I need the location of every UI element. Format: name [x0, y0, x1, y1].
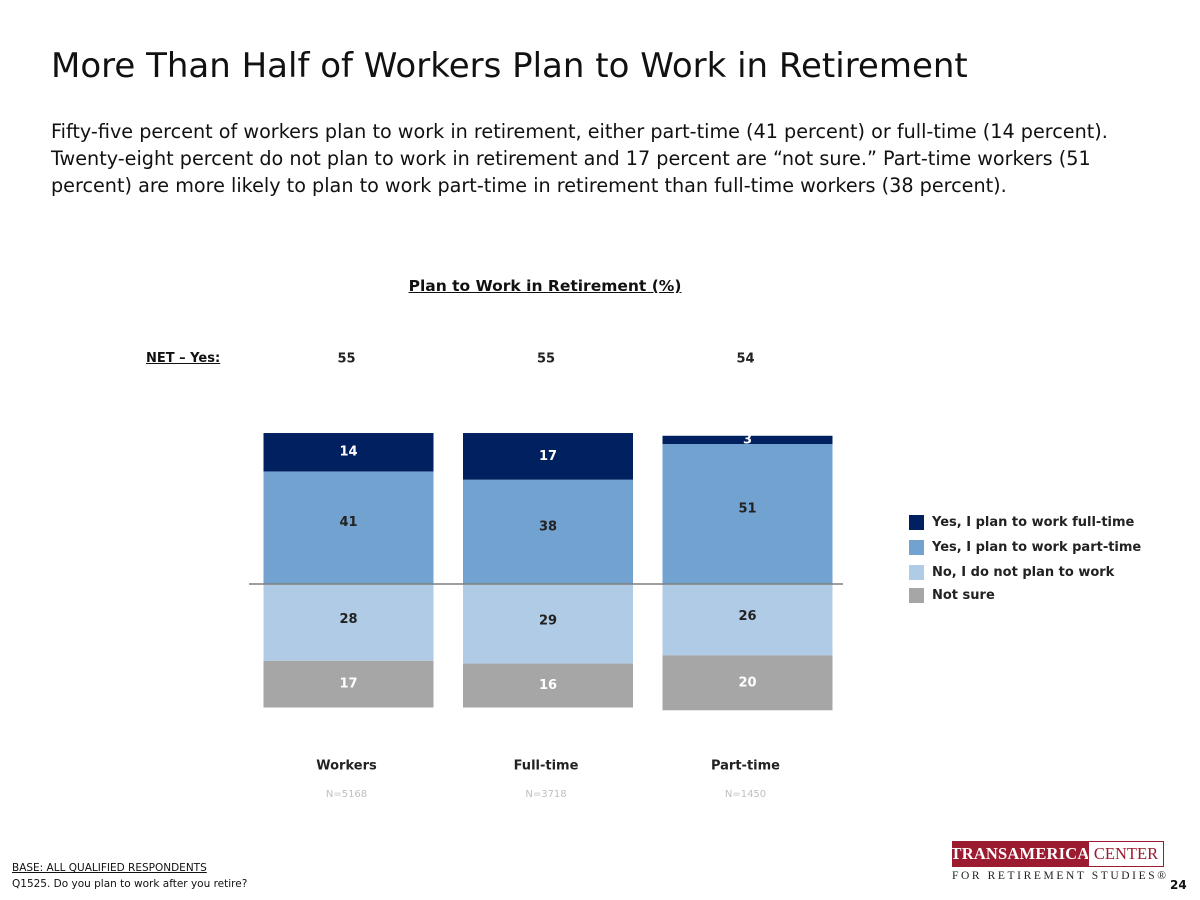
sample-size-label: N=1450: [725, 789, 766, 800]
legend-swatch: [909, 515, 924, 530]
bar-segment-full-time: [662, 435, 833, 445]
bar-label-full-time: 3: [743, 432, 752, 447]
sample-size-label: N=3718: [525, 789, 566, 800]
legend-item-part-time: Yes, I plan to work part-time: [909, 535, 1141, 560]
question-note: Q1525. Do you plan to work after you ret…: [12, 878, 248, 890]
bar-label-full-time: 17: [539, 449, 557, 464]
bar-segment-not-sure: [662, 655, 833, 711]
net-value: 55: [337, 352, 355, 367]
bar-label-part-time: 51: [738, 502, 756, 517]
chart-title: Plan to Work in Retirement (%): [408, 277, 682, 295]
bar-label-not-sure: 16: [539, 678, 557, 693]
chart-legend: Yes, I plan to work full-time Yes, I pla…: [909, 510, 1141, 608]
category-label: Workers: [316, 759, 377, 774]
bar-segment-part-time: [463, 479, 633, 584]
bar-segment-no-work: [263, 584, 434, 661]
legend-swatch: [909, 565, 924, 580]
legend-item-no-work: No, I do not plan to work: [909, 560, 1141, 585]
bar-segment-part-time: [662, 444, 833, 584]
page-number: 24: [1170, 878, 1187, 892]
category-label: Full-time: [514, 759, 579, 774]
logo-text-left: TRANSAMERICA: [951, 841, 1089, 867]
sample-size-label: N=5168: [326, 789, 367, 800]
legend-item-not-sure: Not sure: [909, 583, 1141, 608]
legend-label: Yes, I plan to work part-time: [932, 540, 1142, 555]
bar-segment-full-time: [263, 433, 434, 472]
legend-item-full-time: Yes, I plan to work full-time: [909, 510, 1141, 535]
legend-label: Not sure: [932, 588, 995, 603]
bar-label-part-time: 38: [539, 519, 557, 534]
net-value: 55: [537, 352, 555, 367]
bar-label-no-work: 28: [339, 612, 357, 627]
bar-label-no-work: 29: [539, 613, 557, 628]
bar-segment-not-sure: [263, 660, 434, 708]
legend-label: No, I do not plan to work: [932, 565, 1115, 580]
bar-label-full-time: 14: [339, 445, 357, 460]
page-subtitle: Fifty-five percent of workers plan to wo…: [51, 120, 1108, 197]
transamerica-logo: TRANSAMERICA CENTER FOR RETIREMENT STUDI…: [951, 841, 1169, 882]
legend-label: Yes, I plan to work full-time: [932, 515, 1135, 530]
bar-label-not-sure: 20: [738, 675, 756, 690]
logo-text-bottom: FOR RETIREMENT STUDIES®: [952, 870, 1169, 882]
bar-label-not-sure: 17: [339, 677, 357, 692]
net-value: 54: [736, 352, 754, 367]
legend-swatch: [909, 588, 924, 603]
logo-text-right: CENTER: [1088, 841, 1164, 867]
base-note: BASE: ALL QUALIFIED RESPONDENTS: [12, 862, 207, 874]
page-title: More Than Half of Workers Plan to Work i…: [51, 46, 968, 86]
bar-segment-no-work: [463, 584, 633, 664]
bar-segment-no-work: [662, 584, 833, 656]
bar-label-part-time: 41: [339, 515, 357, 530]
legend-swatch: [909, 540, 924, 555]
net-yes-label: NET – Yes:: [146, 351, 221, 366]
bar-segment-full-time: [463, 433, 633, 480]
category-label: Part-time: [711, 759, 780, 774]
bar-segment-part-time: [263, 471, 434, 584]
bar-segment-not-sure: [463, 663, 633, 708]
bar-label-no-work: 26: [738, 609, 756, 624]
